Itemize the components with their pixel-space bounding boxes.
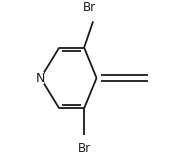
Text: Br: Br: [78, 142, 91, 155]
Text: N: N: [36, 71, 45, 85]
Bar: [32, 72, 44, 84]
Text: Br: Br: [83, 1, 96, 14]
